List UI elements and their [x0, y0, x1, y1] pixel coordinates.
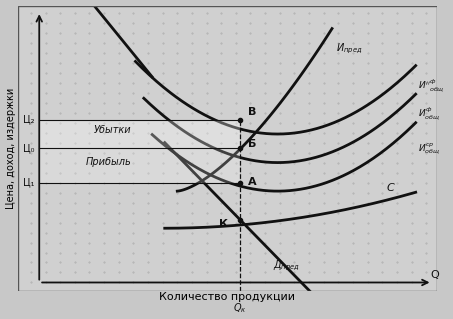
Text: $И_{пред}$: $И_{пред}$: [336, 41, 363, 56]
Text: $И''^{ф}_{общ}$: $И''^{ф}_{общ}$: [418, 77, 444, 94]
Text: Ц₀: Ц₀: [23, 143, 34, 153]
Y-axis label: Цена, доход, издержки: Цена, доход, издержки: [5, 88, 15, 209]
Bar: [39, 120, 240, 148]
Bar: [39, 148, 240, 182]
Text: С: С: [386, 183, 394, 193]
Text: В: В: [247, 108, 256, 117]
Text: $Q_к$: $Q_к$: [233, 301, 247, 315]
Text: К: К: [219, 219, 228, 229]
Text: Б: Б: [247, 139, 256, 149]
Text: Ц₁: Ц₁: [23, 178, 34, 188]
X-axis label: Количество продукции: Количество продукции: [159, 293, 295, 302]
Text: Прибыль: Прибыль: [85, 158, 131, 167]
Text: $Д_{пред}$: $Д_{пред}$: [274, 258, 301, 272]
Text: Убытки: Убытки: [94, 125, 131, 135]
Text: Q: Q: [430, 270, 439, 280]
Text: $И^{ср}_{общ}$: $И^{ср}_{общ}$: [418, 141, 440, 156]
Text: А: А: [247, 177, 256, 188]
Text: Ц₂: Ц₂: [23, 115, 34, 125]
Text: $И^{ф}_{общ}$: $И^{ф}_{общ}$: [418, 106, 440, 122]
